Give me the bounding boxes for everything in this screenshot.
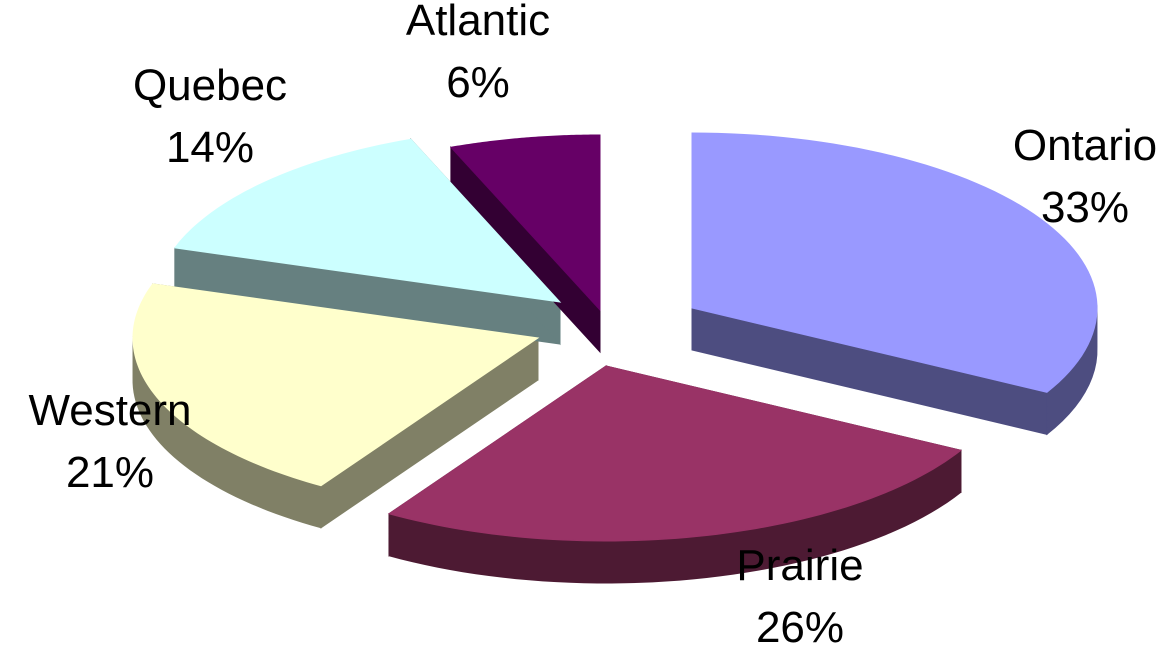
slice-name-label-ontario: Ontario [1013, 121, 1157, 170]
slice-western [132, 283, 540, 487]
slice-value-label-atlantic: 6% [446, 58, 510, 107]
slice-atlantic [449, 134, 601, 312]
slice-name-label-western: Western [28, 386, 191, 435]
slice-prairie [387, 365, 963, 542]
slice-tops-layer [132, 132, 1098, 542]
slice-name-label-prairie: Prairie [736, 541, 863, 590]
slice-value-label-western: 21% [66, 448, 154, 497]
slice-ontario [691, 132, 1098, 393]
slice-name-label-atlantic: Atlantic [406, 0, 550, 45]
slice-quebec [173, 138, 562, 303]
slice-labels-layer: Ontario 33% Prairie 26% Western 21% Quebec 14% A… [28, 0, 1157, 652]
slice-value-label-quebec: 14% [166, 123, 254, 172]
slice-value-label-prairie: 26% [756, 603, 844, 652]
slice-value-label-ontario: 33% [1041, 183, 1129, 232]
slice-name-label-quebec: Quebec [133, 61, 287, 110]
